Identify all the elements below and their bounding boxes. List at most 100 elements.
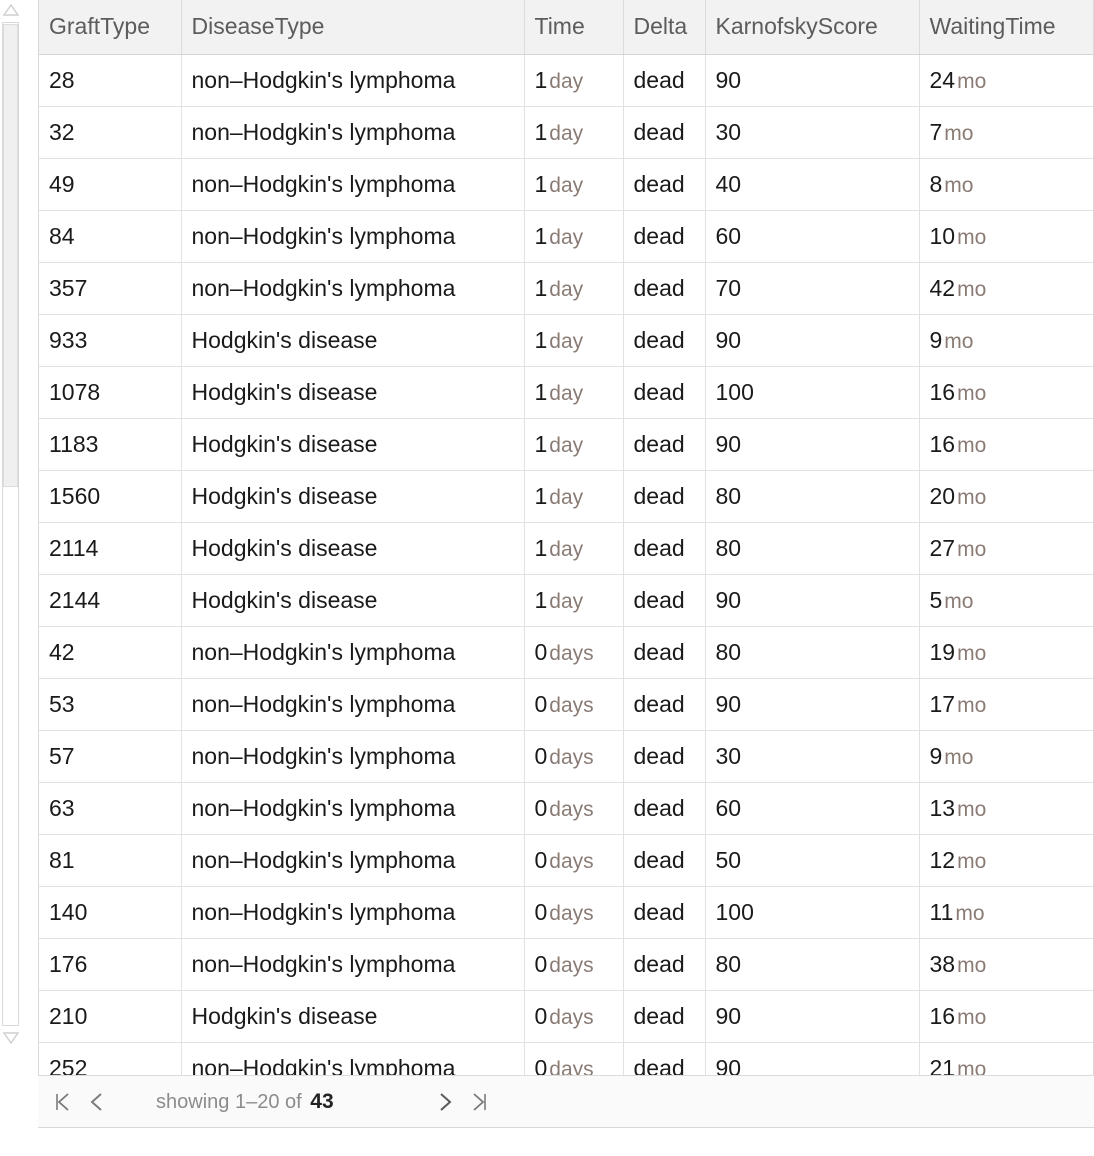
waiting-unit: mo bbox=[957, 278, 987, 301]
table-row[interactable]: 1560 Hodgkin's disease 1day dead 80 20mo bbox=[39, 470, 1093, 523]
cell-grafttype: 63 bbox=[39, 782, 182, 835]
cell-delta: dead bbox=[623, 990, 706, 1043]
column-header-waitingtime[interactable]: WaitingTime bbox=[919, 0, 1093, 55]
cell-waitingtime: 38mo bbox=[919, 938, 1093, 991]
waiting-value: 7 bbox=[929, 119, 943, 145]
table-row[interactable]: 1078 Hodgkin's disease 1day dead 100 16mo bbox=[39, 366, 1093, 419]
cell-delta: dead bbox=[623, 158, 706, 211]
time-value: 1 bbox=[534, 223, 548, 249]
table-row[interactable]: 1183 Hodgkin's disease 1day dead 90 16mo bbox=[39, 418, 1093, 471]
pagination-status: showing 1–20 of 43 bbox=[156, 1090, 334, 1114]
column-header-time[interactable]: Time bbox=[524, 0, 624, 55]
waiting-value: 20 bbox=[929, 483, 956, 509]
column-header-grafttype[interactable]: GraftType bbox=[39, 0, 182, 55]
table-row[interactable]: 32 non–Hodgkin's lymphoma 1day dead 30 7mo bbox=[39, 106, 1093, 159]
waiting-value: 16 bbox=[929, 431, 956, 457]
cell-waitingtime: 9mo bbox=[919, 314, 1093, 367]
cell-grafttype: 49 bbox=[39, 158, 182, 211]
last-page-button[interactable] bbox=[464, 1087, 494, 1117]
scroll-down-arrow-icon[interactable] bbox=[2, 1030, 20, 1046]
time-unit: days bbox=[549, 850, 594, 873]
next-page-icon bbox=[436, 1091, 454, 1113]
column-header-diseasetype[interactable]: DiseaseType bbox=[181, 0, 525, 55]
cell-delta: dead bbox=[623, 730, 706, 783]
cell-grafttype: 57 bbox=[39, 730, 182, 783]
table-row[interactable]: 2144 Hodgkin's disease 1day dead 90 5mo bbox=[39, 574, 1093, 627]
time-value: 1 bbox=[534, 119, 548, 145]
cell-karnofskyscore: 40 bbox=[705, 158, 920, 211]
table-row[interactable]: 176 non–Hodgkin's lymphoma 0days dead 80 38mo bbox=[39, 938, 1093, 991]
table-row[interactable]: 57 non–Hodgkin's lymphoma 0days dead 30 9mo bbox=[39, 730, 1093, 783]
table-body: 28 non–Hodgkin's lymphoma 1day dead 90 24mo 32… bbox=[39, 54, 1093, 1095]
waiting-value: 8 bbox=[929, 171, 943, 197]
waiting-value: 38 bbox=[929, 951, 956, 977]
cell-karnofskyscore: 30 bbox=[705, 730, 920, 783]
time-unit: day bbox=[549, 122, 584, 145]
time-value: 1 bbox=[534, 67, 548, 93]
showing-label: showing bbox=[156, 1090, 230, 1113]
waiting-value: 9 bbox=[929, 327, 943, 353]
cell-diseasetype: non–Hodgkin's lymphoma bbox=[181, 678, 525, 731]
time-value: 0 bbox=[534, 847, 548, 873]
cell-time: 1day bbox=[524, 210, 624, 263]
time-value: 1 bbox=[534, 275, 548, 301]
table-row[interactable]: 210 Hodgkin's disease 0days dead 90 16mo bbox=[39, 990, 1093, 1043]
previous-page-icon bbox=[88, 1091, 106, 1113]
first-page-button[interactable] bbox=[48, 1087, 78, 1117]
cell-grafttype: 357 bbox=[39, 262, 182, 315]
cell-karnofskyscore: 60 bbox=[705, 210, 920, 263]
table-row[interactable]: 53 non–Hodgkin's lymphoma 0days dead 90 17mo bbox=[39, 678, 1093, 731]
next-page-button[interactable] bbox=[430, 1087, 460, 1117]
time-value: 1 bbox=[534, 379, 548, 405]
scroll-up-arrow-icon[interactable] bbox=[2, 2, 20, 18]
waiting-unit: mo bbox=[955, 902, 985, 925]
time-unit: days bbox=[549, 1006, 594, 1029]
column-header-delta[interactable]: Delta bbox=[623, 0, 706, 55]
cell-time: 1day bbox=[524, 106, 624, 159]
waiting-unit: mo bbox=[957, 694, 987, 717]
table-row[interactable]: 49 non–Hodgkin's lymphoma 1day dead 40 8mo bbox=[39, 158, 1093, 211]
table-row[interactable]: 81 non–Hodgkin's lymphoma 0days dead 50 12mo bbox=[39, 834, 1093, 887]
time-value: 0 bbox=[534, 795, 548, 821]
cell-delta: dead bbox=[623, 210, 706, 263]
cell-delta: dead bbox=[623, 418, 706, 471]
table-row[interactable]: 28 non–Hodgkin's lymphoma 1day dead 90 24mo bbox=[39, 54, 1093, 107]
cell-delta: dead bbox=[623, 470, 706, 523]
waiting-value: 24 bbox=[929, 67, 956, 93]
column-header-karnofskyscore[interactable]: KarnofskyScore bbox=[705, 0, 920, 55]
cell-time: 0days bbox=[524, 990, 624, 1043]
cell-delta: dead bbox=[623, 314, 706, 367]
cell-waitingtime: 11mo bbox=[919, 886, 1093, 939]
table-row[interactable]: 140 non–Hodgkin's lymphoma 0days dead 100 11m… bbox=[39, 886, 1093, 939]
table-row[interactable]: 84 non–Hodgkin's lymphoma 1day dead 60 10mo bbox=[39, 210, 1093, 263]
cell-karnofskyscore: 80 bbox=[705, 522, 920, 575]
cell-time: 1day bbox=[524, 158, 624, 211]
cell-karnofskyscore: 80 bbox=[705, 470, 920, 523]
vertical-scrollbar[interactable] bbox=[0, 0, 22, 1056]
time-unit: day bbox=[549, 226, 584, 249]
waiting-unit: mo bbox=[957, 382, 987, 405]
cell-time: 0days bbox=[524, 678, 624, 731]
table-row[interactable]: 933 Hodgkin's disease 1day dead 90 9mo bbox=[39, 314, 1093, 367]
time-unit: days bbox=[549, 694, 594, 717]
waiting-unit: mo bbox=[957, 226, 987, 249]
cell-delta: dead bbox=[623, 678, 706, 731]
cell-karnofskyscore: 30 bbox=[705, 106, 920, 159]
waiting-unit: mo bbox=[957, 538, 987, 561]
time-unit: day bbox=[549, 330, 584, 353]
cell-karnofskyscore: 80 bbox=[705, 626, 920, 679]
time-value: 0 bbox=[534, 951, 548, 977]
cell-waitingtime: 16mo bbox=[919, 366, 1093, 419]
table-row[interactable]: 42 non–Hodgkin's lymphoma 0days dead 80 19mo bbox=[39, 626, 1093, 679]
table-row[interactable]: 63 non–Hodgkin's lymphoma 0days dead 60 13mo bbox=[39, 782, 1093, 835]
time-unit: days bbox=[549, 954, 594, 977]
table-row[interactable]: 2114 Hodgkin's disease 1day dead 80 27mo bbox=[39, 522, 1093, 575]
previous-page-button[interactable] bbox=[82, 1087, 112, 1117]
scrollbar-thumb[interactable] bbox=[3, 24, 18, 487]
cell-time: 1day bbox=[524, 366, 624, 419]
cell-grafttype: 32 bbox=[39, 106, 182, 159]
cell-grafttype: 81 bbox=[39, 834, 182, 887]
cell-delta: dead bbox=[623, 522, 706, 575]
cell-grafttype: 2114 bbox=[39, 522, 182, 575]
table-row[interactable]: 357 non–Hodgkin's lymphoma 1day dead 70 42mo bbox=[39, 262, 1093, 315]
